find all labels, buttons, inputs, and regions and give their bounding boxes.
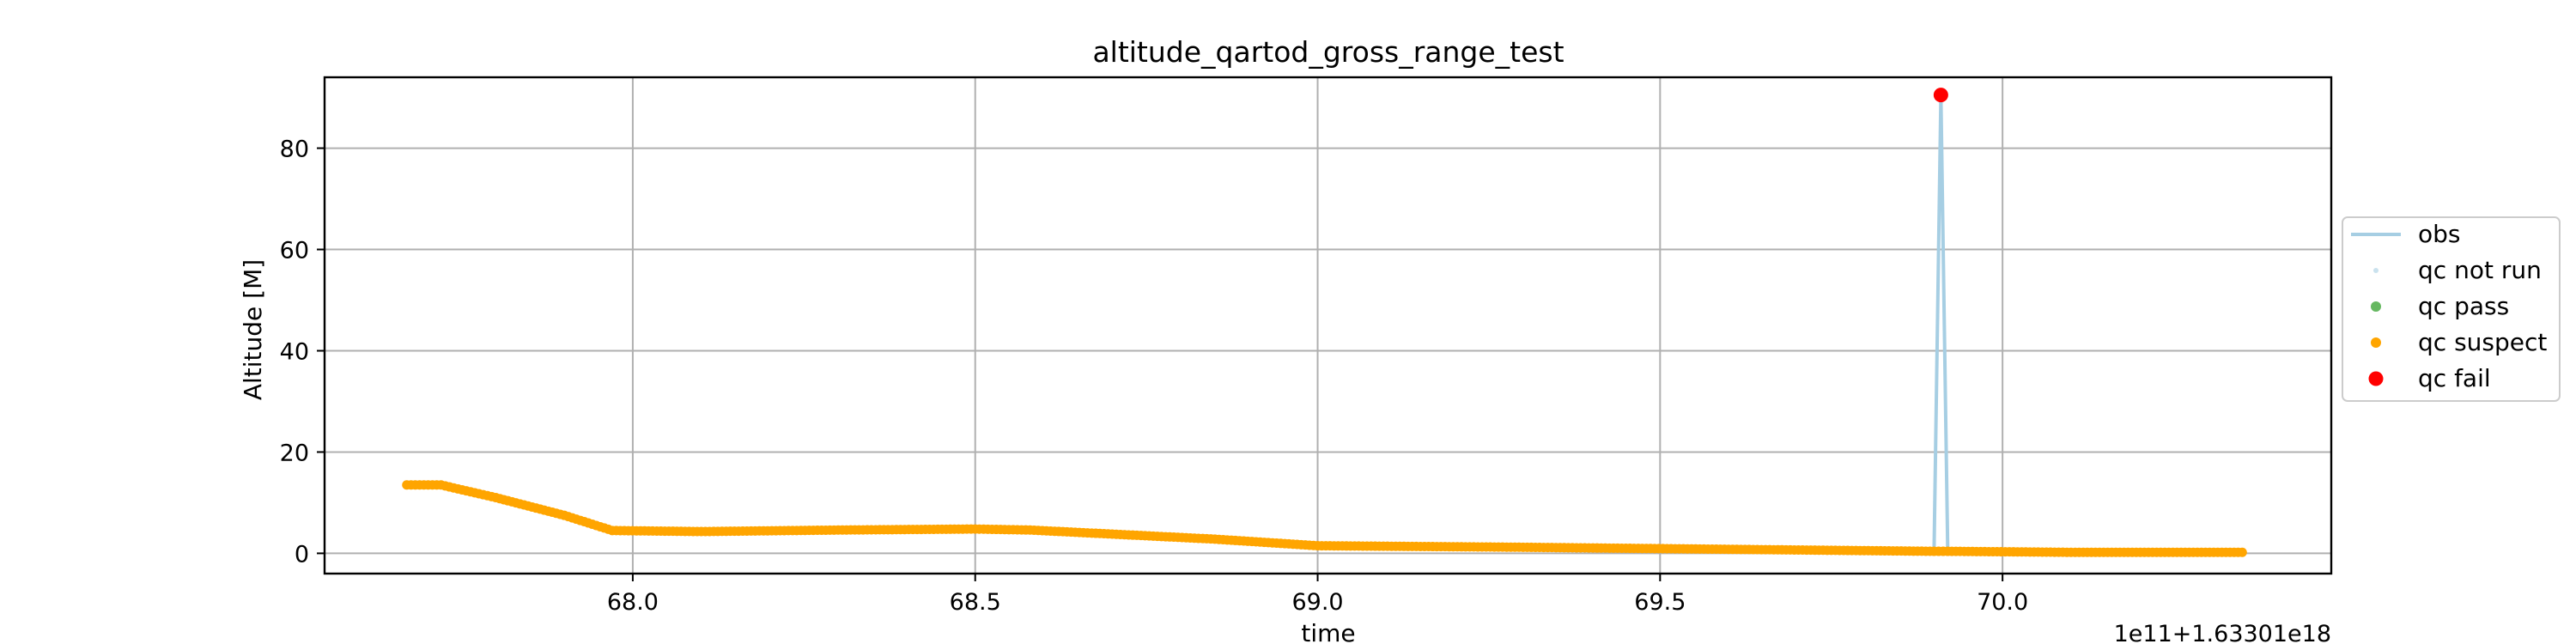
legend-label-qc-not-run: qc not run <box>2418 256 2542 284</box>
legend-swatch-qc-fail <box>2368 371 2384 386</box>
x-tick-label: 70.0 <box>1977 589 2028 616</box>
chart-title: altitude_qartod_gross_range_test <box>1092 35 1564 69</box>
legend-label-qc-fail: qc fail <box>2418 364 2491 392</box>
x-axis-label: time <box>1301 619 1355 644</box>
y-tick-label: 80 <box>280 137 309 163</box>
y-tick-label: 0 <box>295 541 309 568</box>
legend-swatch-qc-suspect <box>2371 337 2381 348</box>
x-axis: 68.0 68.5 69.0 69.5 70.0 <box>607 574 2028 616</box>
legend-label-qc-pass: qc pass <box>2418 292 2509 320</box>
plot-area <box>402 88 2247 557</box>
legend-swatch-qc-not-run <box>2373 268 2379 273</box>
x-tick-label: 69.0 <box>1291 589 1343 616</box>
y-axis-label: Altitude [M] <box>239 259 267 400</box>
y-tick-label: 20 <box>280 440 309 466</box>
legend: obs qc not run qc pass qc suspect qc fail <box>2342 216 2561 402</box>
x-tick-label: 68.0 <box>607 589 659 616</box>
y-tick-label: 60 <box>280 238 309 264</box>
x-offset-label: 1e11+1.63301e18 <box>2114 621 2331 644</box>
qc-fail-point <box>1933 88 1948 103</box>
x-tick-label: 69.5 <box>1634 589 1686 616</box>
legend-box <box>2342 216 2561 402</box>
legend-label-qc-suspect: qc suspect <box>2418 328 2547 356</box>
x-tick-label: 68.5 <box>950 589 1001 616</box>
y-tick-label: 40 <box>280 338 309 365</box>
legend-label-obs: obs <box>2418 220 2461 248</box>
plot-frame <box>323 76 2333 575</box>
qc-suspect-point <box>2237 547 2247 557</box>
y-axis: 0 20 40 60 80 <box>280 137 325 568</box>
legend-swatch-qc-pass <box>2371 301 2381 312</box>
